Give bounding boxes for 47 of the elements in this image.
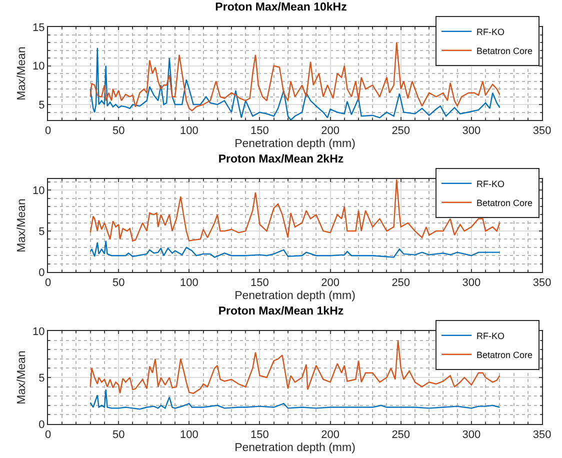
legend-label: Betatron Core bbox=[476, 198, 533, 208]
y-tick-label: 5 bbox=[38, 226, 45, 238]
chart-title: Proton Max/Mean 2kHz bbox=[218, 153, 344, 166]
x-axis-title: Penetration depth (mm) bbox=[234, 138, 356, 150]
line-series bbox=[90, 388, 500, 410]
y-tick-label: 0 bbox=[38, 418, 45, 431]
y-axis-title: Max/Mean bbox=[16, 46, 28, 100]
x-tick-label: 200 bbox=[321, 429, 340, 442]
y-axis-title: Max/Mean bbox=[16, 198, 28, 252]
x-tick-label: 50 bbox=[112, 125, 125, 138]
y-tick-label: 10 bbox=[32, 60, 45, 73]
y-tick-label: 5 bbox=[38, 372, 45, 384]
x-tick-label: 150 bbox=[250, 277, 269, 290]
line-series bbox=[90, 240, 500, 258]
y-tick-label: 10 bbox=[32, 184, 45, 197]
y-tick-label: 15 bbox=[32, 22, 45, 34]
y-tick-label: 10 bbox=[32, 326, 45, 338]
y-axis-title: Max/Mean bbox=[16, 350, 28, 404]
legend-label: RF-KO bbox=[476, 178, 505, 189]
x-tick-label: 350 bbox=[532, 125, 552, 138]
x-tick-label: 100 bbox=[180, 125, 198, 138]
x-tick-label: 350 bbox=[532, 429, 552, 442]
x-tick-label: 150 bbox=[250, 429, 269, 442]
x-tick-label: 250 bbox=[392, 277, 410, 290]
x-tick-label: 50 bbox=[112, 429, 125, 442]
x-tick-label: 250 bbox=[392, 429, 410, 442]
x-tick-label: 200 bbox=[321, 125, 340, 138]
y-tick-label: 0 bbox=[38, 266, 45, 279]
x-tick-label: 300 bbox=[462, 277, 481, 290]
x-tick-label: 150 bbox=[250, 125, 269, 138]
x-tick-label: 250 bbox=[392, 125, 410, 138]
x-axis-title: Penetration depth (mm) bbox=[234, 290, 356, 302]
x-tick-label: 100 bbox=[180, 429, 198, 442]
x-tick-label: 200 bbox=[321, 277, 340, 290]
chart-title: Proton Max/Mean 1kHz bbox=[218, 305, 344, 318]
legend-label: Betatron Core bbox=[476, 46, 533, 56]
x-tick-label: 50 bbox=[112, 277, 125, 290]
legend-label: RF-KO bbox=[476, 26, 505, 37]
legend-label: Betatron Core bbox=[476, 350, 533, 360]
legend-label: RF-KO bbox=[476, 330, 505, 341]
x-tick-label: 100 bbox=[180, 277, 198, 290]
x-axis-title: Penetration depth (mm) bbox=[234, 442, 356, 454]
y-tick-label: 5 bbox=[38, 99, 45, 112]
x-tick-label: 300 bbox=[462, 429, 481, 442]
x-tick-label: 350 bbox=[532, 277, 552, 290]
chart-title: Proton Max/Mean 10kHz bbox=[215, 1, 348, 14]
x-tick-label: 300 bbox=[462, 125, 481, 138]
